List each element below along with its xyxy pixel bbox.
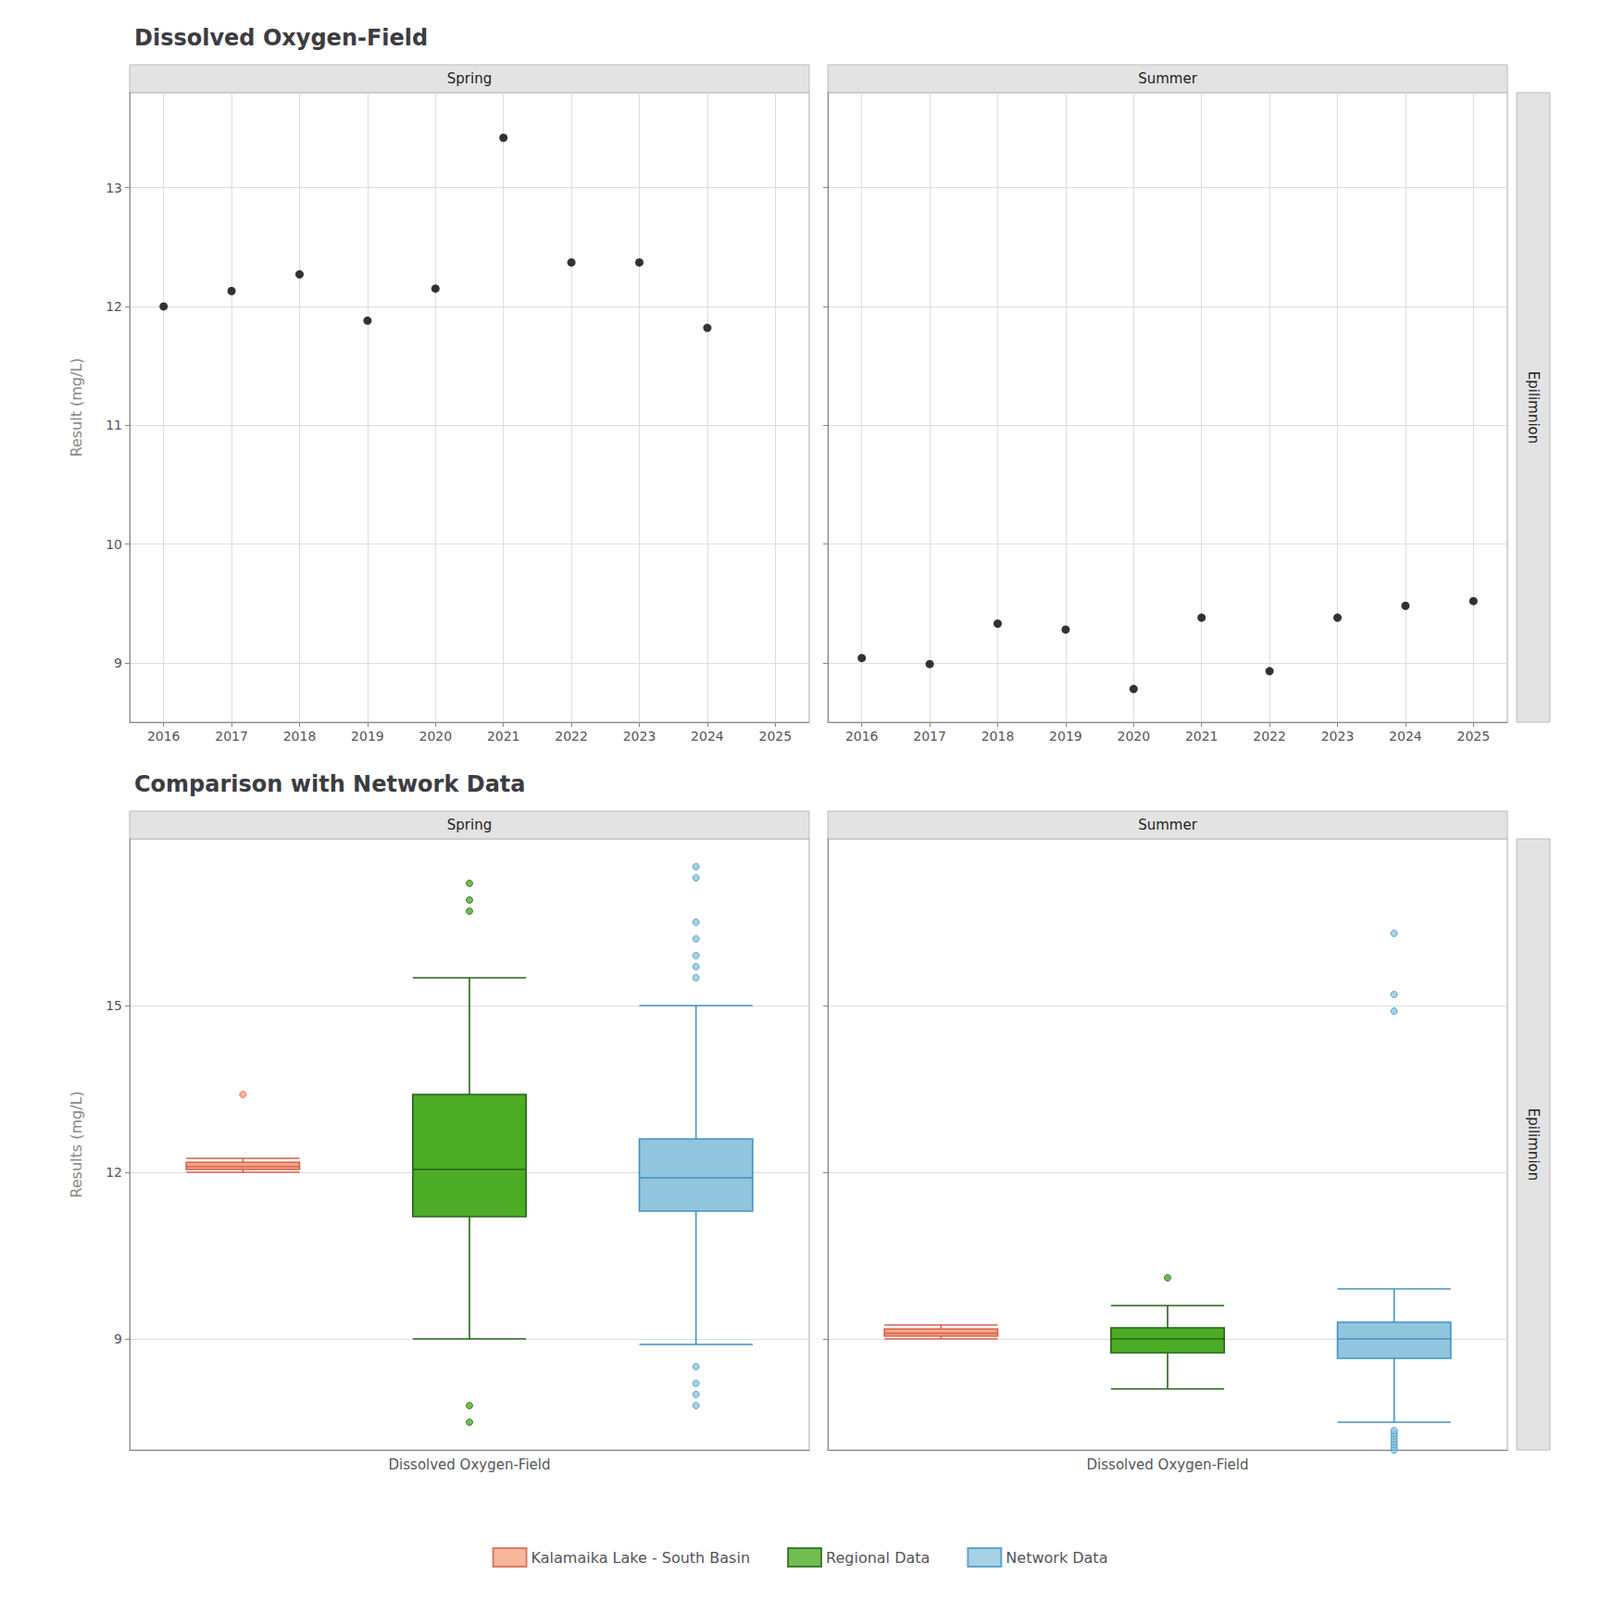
svg-text:10: 10 (105, 537, 123, 552)
svg-text:2018: 2018 (981, 728, 1015, 744)
svg-text:Dissolved Oxygen-Field: Dissolved Oxygen-Field (388, 1456, 551, 1474)
svg-text:2020: 2020 (418, 728, 452, 744)
svg-text:Kalamaika Lake - South Basin: Kalamaika Lake - South Basin (531, 1549, 750, 1567)
svg-text:9: 9 (113, 655, 123, 671)
svg-text:13: 13 (105, 180, 123, 196)
svg-text:2016: 2016 (845, 728, 879, 744)
svg-text:Epilimnion: Epilimnion (1525, 371, 1542, 444)
svg-text:Dissolved Oxygen-Field: Dissolved Oxygen-Field (1087, 1456, 1250, 1474)
svg-text:2021: 2021 (1185, 728, 1219, 744)
svg-text:2017: 2017 (214, 728, 249, 744)
svg-text:Spring: Spring (447, 816, 492, 834)
svg-text:Epilimnion: Epilimnion (1525, 1108, 1542, 1181)
svg-text:Dissolved Oxygen-Field: Dissolved Oxygen-Field (134, 25, 428, 51)
svg-text:2023: 2023 (1321, 728, 1355, 744)
svg-text:2017: 2017 (912, 728, 947, 744)
svg-text:Result (mg/L): Result (mg/L) (67, 357, 86, 457)
svg-text:2022: 2022 (1252, 728, 1287, 744)
svg-text:9: 9 (113, 1331, 123, 1347)
svg-text:2024: 2024 (1388, 728, 1423, 744)
svg-text:Summer: Summer (1137, 816, 1198, 834)
svg-text:12: 12 (105, 299, 123, 314)
svg-text:Network Data: Network Data (1005, 1549, 1108, 1567)
svg-text:2020: 2020 (1116, 728, 1150, 744)
svg-text:Spring: Spring (447, 70, 492, 88)
svg-text:11: 11 (105, 417, 123, 433)
svg-text:2022: 2022 (554, 728, 588, 744)
svg-text:12: 12 (105, 1164, 123, 1180)
svg-text:2021: 2021 (487, 728, 521, 744)
svg-text:Comparison with Network Data: Comparison with Network Data (134, 771, 526, 798)
svg-text:Summer: Summer (1137, 70, 1198, 88)
svg-text:2023: 2023 (623, 728, 657, 744)
svg-text:2016: 2016 (147, 728, 181, 744)
svg-text:2018: 2018 (283, 728, 317, 744)
svg-text:2019: 2019 (1049, 728, 1083, 744)
svg-text:Regional Data: Regional Data (825, 1549, 930, 1567)
svg-text:2025: 2025 (1456, 728, 1490, 744)
svg-text:15: 15 (105, 998, 123, 1013)
svg-text:2024: 2024 (690, 728, 725, 744)
svg-text:Results (mg/L): Results (mg/L) (67, 1090, 86, 1198)
svg-text:2025: 2025 (758, 728, 792, 744)
svg-text:2019: 2019 (350, 728, 385, 744)
